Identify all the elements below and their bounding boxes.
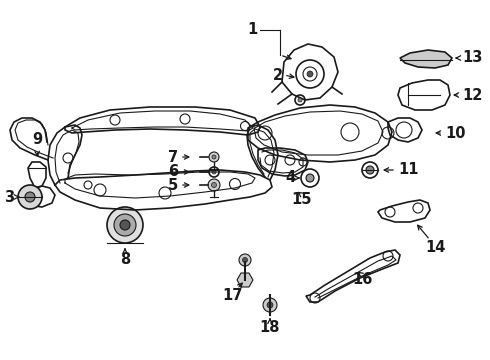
- Circle shape: [243, 257, 247, 262]
- Circle shape: [209, 152, 219, 162]
- Circle shape: [18, 185, 42, 209]
- Text: 1: 1: [248, 22, 258, 37]
- Text: 17: 17: [222, 288, 242, 302]
- Circle shape: [212, 155, 216, 159]
- Circle shape: [239, 254, 251, 266]
- Circle shape: [107, 207, 143, 243]
- Text: 15: 15: [292, 193, 312, 207]
- Circle shape: [25, 192, 35, 202]
- Circle shape: [212, 170, 216, 174]
- Circle shape: [306, 174, 314, 182]
- Text: 6: 6: [168, 165, 178, 180]
- Circle shape: [307, 71, 313, 77]
- Text: 16: 16: [352, 273, 372, 288]
- Text: 3: 3: [4, 189, 14, 204]
- Text: 18: 18: [260, 320, 280, 336]
- Text: 7: 7: [168, 149, 178, 165]
- Text: 14: 14: [425, 240, 445, 256]
- Circle shape: [208, 179, 220, 191]
- Text: 4: 4: [285, 171, 295, 185]
- Circle shape: [114, 214, 136, 236]
- Text: 2: 2: [273, 68, 283, 82]
- Text: 9: 9: [32, 132, 42, 148]
- Polygon shape: [237, 273, 253, 287]
- Text: 10: 10: [445, 126, 466, 140]
- Text: 13: 13: [462, 50, 482, 66]
- Polygon shape: [400, 50, 452, 68]
- Text: 8: 8: [120, 252, 130, 267]
- Circle shape: [212, 183, 217, 188]
- Circle shape: [263, 298, 277, 312]
- Circle shape: [267, 302, 273, 308]
- Text: 11: 11: [398, 162, 418, 177]
- Circle shape: [366, 166, 374, 174]
- Text: 12: 12: [462, 87, 482, 103]
- Circle shape: [120, 220, 130, 230]
- Text: 5: 5: [168, 177, 178, 193]
- Circle shape: [298, 98, 302, 102]
